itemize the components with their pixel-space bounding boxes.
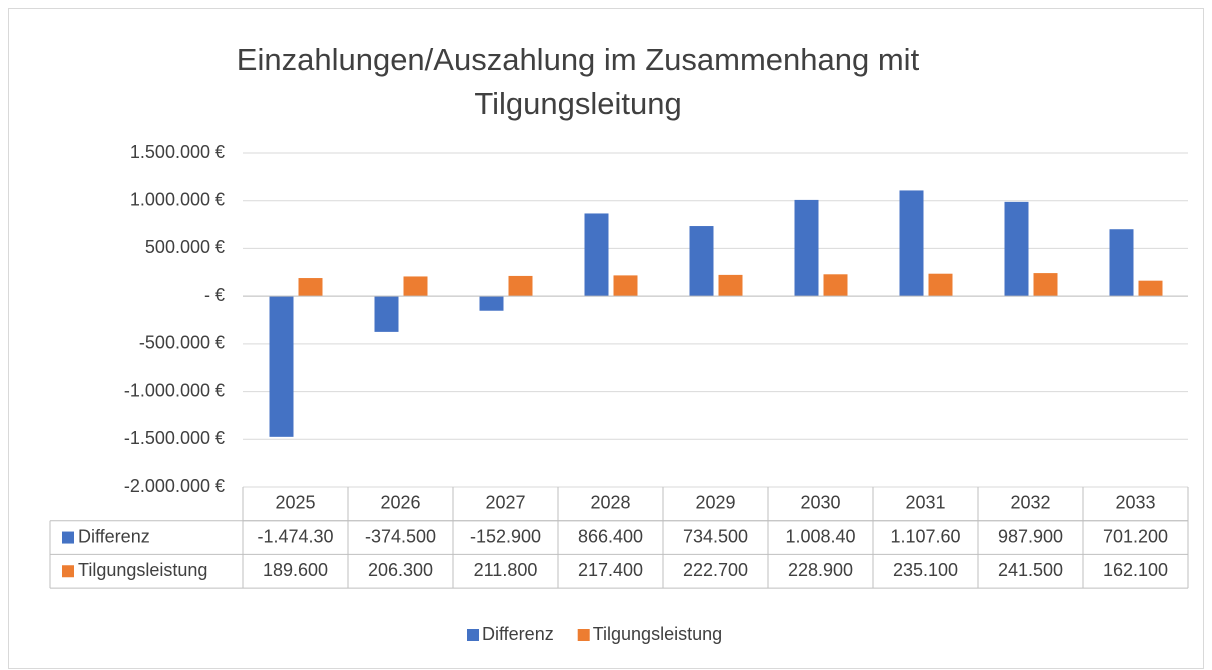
x-tick-label: 2028	[590, 493, 630, 513]
table-value: 241.500	[998, 560, 1063, 580]
bar	[584, 213, 609, 297]
legend-label: Tilgungsleistung	[593, 624, 722, 644]
table-value: -374.500	[365, 526, 436, 546]
bar	[899, 190, 924, 297]
bar	[718, 274, 743, 297]
bar	[1109, 229, 1134, 297]
x-tick-label: 2033	[1115, 493, 1155, 513]
table-value: 1.107.60	[890, 526, 960, 546]
bar	[823, 274, 848, 297]
x-tick-label: 2025	[275, 493, 315, 513]
y-tick-label: 1.500.000 €	[130, 142, 225, 162]
y-tick-label: -1.000.000 €	[124, 380, 225, 400]
bar	[403, 276, 428, 297]
table-value: -152.900	[470, 526, 541, 546]
bar	[689, 226, 714, 297]
x-tick-label: 2032	[1010, 493, 1050, 513]
legend-label: Differenz	[482, 624, 554, 644]
x-tick-label: 2030	[800, 493, 840, 513]
bar	[508, 275, 533, 297]
bar	[613, 275, 638, 297]
table-value: 206.300	[368, 560, 433, 580]
bar	[298, 278, 323, 297]
x-tick-label: 2026	[380, 493, 420, 513]
table-value: 866.400	[578, 526, 643, 546]
table-value: 162.100	[1103, 560, 1168, 580]
bar	[269, 296, 294, 437]
table-value: 734.500	[683, 526, 748, 546]
y-tick-label: - €	[204, 285, 225, 305]
x-tick-label: 2027	[485, 493, 525, 513]
x-tick-label: 2031	[905, 493, 945, 513]
table-value: 987.900	[998, 526, 1063, 546]
legend-key	[577, 629, 590, 641]
bar	[479, 296, 504, 311]
table-legend-key	[62, 531, 74, 544]
table-legend-key	[62, 565, 74, 578]
table-value: 189.600	[263, 560, 328, 580]
table-value: 211.800	[474, 560, 538, 580]
table-value: 701.200	[1103, 526, 1168, 546]
y-tick-label: 1.000.000 €	[130, 189, 225, 209]
chart-border	[8, 8, 1204, 669]
table-series-name: Tilgungsleistung	[78, 560, 207, 580]
table-value: 1.008.40	[785, 526, 855, 546]
bar	[794, 199, 819, 297]
table-value: -1.474.30	[257, 526, 333, 546]
chart-title: Einzahlungen/Auszahlung im Zusammenhang …	[236, 42, 920, 121]
y-tick-label: -1.500.000 €	[124, 428, 225, 448]
table-value: 235.100	[893, 560, 958, 580]
table-series-name: Differenz	[78, 526, 150, 546]
y-tick-label: 500.000 €	[145, 237, 225, 257]
bar	[1004, 201, 1029, 297]
table-value: 228.900	[788, 560, 853, 580]
y-tick-label: -500.000 €	[139, 333, 225, 353]
y-tick-label: -2.000.000 €	[124, 476, 225, 496]
x-tick-label: 2029	[695, 493, 735, 513]
table-value: 217.400	[578, 560, 643, 580]
legend-key	[467, 629, 479, 641]
bar	[374, 296, 399, 332]
bar	[928, 273, 953, 297]
bar	[1033, 273, 1058, 297]
table-value: 222.700	[683, 560, 748, 580]
bar	[1138, 280, 1163, 297]
